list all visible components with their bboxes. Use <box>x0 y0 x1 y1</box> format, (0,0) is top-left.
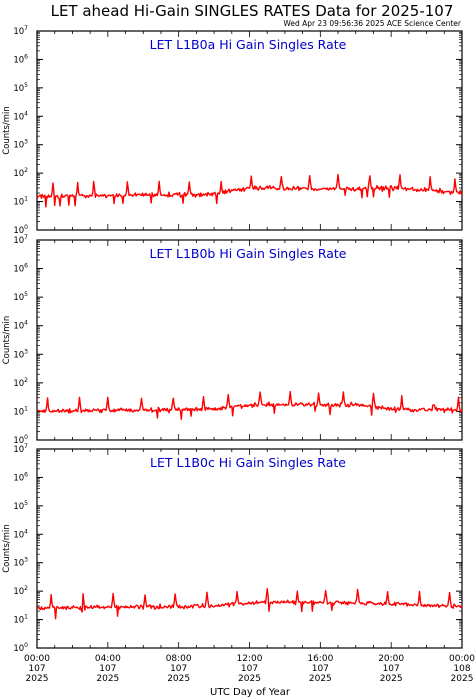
y-tick-label: 104 <box>13 528 28 540</box>
timestamp-label: Wed Apr 23 09:56:36 2025 ACE Science Cen… <box>283 19 462 28</box>
y-tick-exponent: 0 <box>24 224 28 231</box>
y-tick-label: 101 <box>13 196 28 208</box>
x-tick-label-line: 00:00 <box>24 654 50 664</box>
y-tick-exponent: 3 <box>24 557 28 564</box>
plot-frame <box>36 448 463 649</box>
y-tick-label: 103 <box>13 139 28 151</box>
y-tick-label: 103 <box>13 557 28 569</box>
y-tick-label: 101 <box>13 405 28 417</box>
x-axis-label: UTC Day of Year <box>210 687 291 698</box>
singles-rate-line <box>36 173 463 208</box>
figure-title: LET ahead Hi-Gain SINGLES RATES Data for… <box>51 2 454 20</box>
y-tick-exponent: 5 <box>24 291 28 298</box>
y-tick-label: 105 <box>13 291 28 303</box>
x-tick-label-line: 2025 <box>380 674 403 684</box>
x-tick-label-line: 2025 <box>167 674 190 684</box>
y-axis-label: Counts/min <box>2 524 12 573</box>
y-tick-label: 106 <box>13 263 28 275</box>
x-tick-label-line: 20:00 <box>378 654 404 664</box>
y-tick-exponent: 2 <box>24 585 28 592</box>
x-tick-label-line: 107 <box>28 664 45 674</box>
y-tick-label: 107 <box>13 443 28 455</box>
x-tick-label-line: 2025 <box>96 674 119 684</box>
y-tick-label: 106 <box>13 471 28 483</box>
y-tick-exponent: 0 <box>24 434 28 441</box>
y-tick-label: 101 <box>13 614 28 626</box>
y-tick-exponent: 4 <box>24 528 28 535</box>
x-tick-label-line: 2025 <box>309 674 332 684</box>
y-tick-label: 104 <box>13 320 28 332</box>
plot-frame <box>36 30 463 231</box>
y-tick-exponent: 5 <box>24 82 28 89</box>
y-tick-label: 106 <box>13 53 28 65</box>
y-tick-label: 102 <box>13 377 28 389</box>
x-tick-label-line: 16:00 <box>307 654 333 664</box>
y-tick-label: 107 <box>13 25 28 37</box>
y-tick-exponent: 6 <box>24 53 28 60</box>
y-tick-exponent: 3 <box>24 348 28 355</box>
x-tick-label-line: 107 <box>312 664 329 674</box>
x-axis: 00:00107202504:00107202508:00107202512:0… <box>24 654 475 684</box>
x-tick-label-line: 107 <box>383 664 400 674</box>
y-tick-label: 103 <box>13 348 28 360</box>
y-tick-exponent: 6 <box>24 471 28 478</box>
panel-title: LET L1B0c Hi Gain Singles Rate <box>150 455 346 470</box>
y-tick-label: 100 <box>13 642 28 654</box>
y-tick-label: 105 <box>13 500 28 512</box>
x-tick-label-line: 107 <box>170 664 187 674</box>
x-tick-label-line: 107 <box>241 664 258 674</box>
y-tick-exponent: 7 <box>24 25 28 32</box>
y-tick-label: 107 <box>13 234 28 246</box>
panel-title: LET L1B0b Hi Gain Singles Rate <box>150 246 347 261</box>
y-tick-exponent: 7 <box>24 234 28 241</box>
y-tick-exponent: 1 <box>24 196 28 203</box>
x-tick-label-line: 108 <box>453 664 470 674</box>
y-tick-exponent: 5 <box>24 500 28 507</box>
y-tick-label: 104 <box>13 110 28 122</box>
singles-rate-line <box>36 588 463 620</box>
y-tick-exponent: 4 <box>24 110 28 117</box>
x-tick-label-line: 00:00 <box>449 654 475 664</box>
y-tick-label: 105 <box>13 82 28 94</box>
y-tick-exponent: 2 <box>24 377 28 384</box>
y-tick-exponent: 0 <box>24 642 28 649</box>
x-tick-label-line: 04:00 <box>95 654 121 664</box>
y-tick-exponent: 6 <box>24 263 28 270</box>
panel-title: LET L1B0a Hi Gain Singles Rate <box>150 37 347 52</box>
x-tick-label-line: 08:00 <box>166 654 192 664</box>
y-tick-exponent: 4 <box>24 320 28 327</box>
x-tick-label-line: 2025 <box>26 674 49 684</box>
y-tick-exponent: 7 <box>24 443 28 450</box>
y-tick-exponent: 1 <box>24 614 28 621</box>
x-tick-label-line: 12:00 <box>237 654 263 664</box>
y-axis-label: Counts/min <box>2 106 12 155</box>
x-tick-label-line: 2025 <box>451 674 474 684</box>
y-axis-label: Counts/min <box>2 316 12 365</box>
y-tick-exponent: 2 <box>24 167 28 174</box>
x-tick-label-line: 2025 <box>238 674 261 684</box>
y-tick-label: 102 <box>13 167 28 179</box>
y-tick-exponent: 1 <box>24 405 28 412</box>
y-tick-exponent: 3 <box>24 139 28 146</box>
x-tick-label-line: 107 <box>99 664 116 674</box>
y-tick-label: 102 <box>13 585 28 597</box>
singles-rate-line <box>36 390 463 421</box>
